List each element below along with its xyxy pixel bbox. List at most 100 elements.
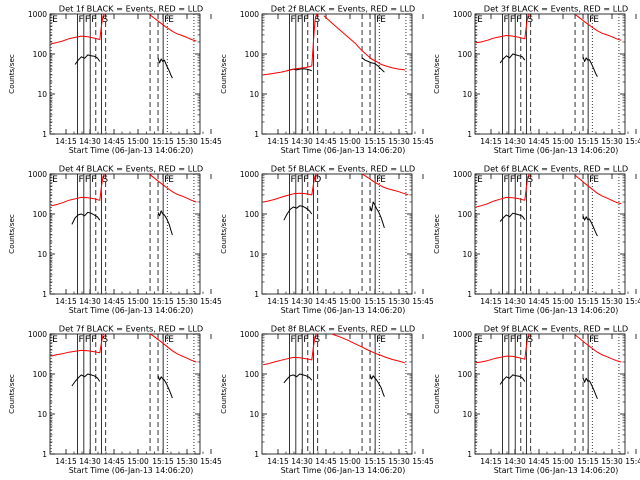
y-axis-label: Counts/sec <box>432 54 441 94</box>
marker-label: S <box>527 335 533 345</box>
panel-2: Det 2f BLACK = Events, RED = LLD 1 10 100 10… <box>219 4 434 156</box>
marker-label: E <box>380 335 386 345</box>
y-tick-label: 10 <box>37 90 47 99</box>
marker-label: S <box>527 15 533 25</box>
x-tick-label: 15:00 <box>552 457 574 466</box>
plot-area <box>261 173 413 295</box>
x-tick-label: 15:15 <box>577 297 599 306</box>
x-tick-label: 14:45 <box>528 457 550 466</box>
marker-label: F <box>91 15 96 25</box>
x-tick-label: 15:00 <box>127 457 149 466</box>
x-tick-label: 14:45 <box>103 137 125 146</box>
plot-area <box>474 13 626 135</box>
marker-label: F <box>516 15 521 25</box>
y-tick-label: 100 <box>458 210 473 219</box>
lld-series-line <box>574 334 622 363</box>
panel-4: Det 4f BLACK = Events, RED = LLD 1 10 100 10… <box>7 164 222 316</box>
marker-label: S <box>314 15 320 25</box>
y-tick-label: 10 <box>37 250 47 259</box>
marker-label: S <box>102 15 108 25</box>
marker-label: F <box>510 15 515 25</box>
events-series-line <box>369 201 385 229</box>
x-tick-label: 15:45 <box>412 137 434 146</box>
marker-label: S <box>314 335 320 345</box>
marker-label: E <box>52 175 58 185</box>
marker-label: E <box>52 335 58 345</box>
events-series-line <box>361 57 385 73</box>
marker-label: F <box>85 15 90 25</box>
marker-label: S <box>527 175 533 185</box>
x-tick-label: 15:00 <box>127 297 149 306</box>
x-axis-label: Start Time (06-Jan-13 14:06:20) <box>281 146 406 155</box>
y-tick-label: 100 <box>458 370 473 379</box>
x-tick-label: 14:15 <box>480 297 502 306</box>
x-tick-label: 15:45 <box>625 457 640 466</box>
y-tick-label: 10 <box>462 410 472 419</box>
marker-label: E <box>168 15 174 25</box>
panel-title: Det 8f BLACK = Events, RED = LLD <box>271 324 415 334</box>
events-series-line <box>71 373 101 387</box>
marker-label: F <box>516 335 521 345</box>
y-tick-label: 100 <box>33 370 48 379</box>
panel-title: Det 7f BLACK = Events, RED = LLD <box>59 324 203 334</box>
y-axis-label: Counts/sec <box>432 374 441 414</box>
lld-series-line <box>50 173 106 207</box>
y-tick-label: 1 <box>254 450 259 459</box>
x-tick-label: 15:30 <box>176 457 198 466</box>
marker-label: F <box>78 335 83 345</box>
x-axis-label: Start Time (06-Jan-13 14:06:20) <box>281 466 406 475</box>
x-tick-label: 15:30 <box>388 297 410 306</box>
y-tick-label: 10 <box>249 410 259 419</box>
panel-title: Det 3f BLACK = Events, RED = LLD <box>484 4 628 14</box>
marker-label: F <box>164 15 169 25</box>
x-tick-label: 14:15 <box>55 457 77 466</box>
marker-label: F <box>376 15 381 25</box>
y-tick-label: 1000 <box>28 330 47 339</box>
marker-label: E <box>52 15 58 25</box>
x-tick-label: 14:15 <box>267 137 289 146</box>
x-tick-label: 15:30 <box>388 137 410 146</box>
x-tick-label: 14:45 <box>315 457 337 466</box>
marker-label: F <box>78 175 83 185</box>
y-tick-label: 1000 <box>453 10 472 19</box>
plot-area <box>49 333 201 455</box>
x-tick-label: 14:45 <box>528 297 550 306</box>
marker-label: F <box>503 175 508 185</box>
events-series-line <box>582 56 598 77</box>
x-tick-label: 15:00 <box>127 137 149 146</box>
plot-area <box>261 333 413 455</box>
x-tick-label: 14:15 <box>480 137 502 146</box>
lld-series-line <box>323 15 406 71</box>
x-tick-label: 15:45 <box>200 137 222 146</box>
y-tick-label: 1 <box>42 290 47 299</box>
events-series-line <box>369 374 385 397</box>
panel-8: Det 8f BLACK = Events, RED = LLD 1 10 100 10… <box>219 324 434 476</box>
panel-6: Det 6f BLACK = Events, RED = LLD 1 10 100 10… <box>432 164 640 316</box>
x-tick-label: 14:30 <box>291 137 313 146</box>
y-axis-label: Counts/sec <box>219 54 228 94</box>
lld-series-line <box>263 173 317 203</box>
lld-series-line <box>149 333 197 363</box>
marker-label: F <box>297 15 302 25</box>
x-tick-label: 15:00 <box>339 137 361 146</box>
lld-series-line <box>574 14 622 41</box>
x-tick-label: 15:15 <box>364 297 386 306</box>
marker-label: E <box>593 175 599 185</box>
x-tick-label: 14:15 <box>480 457 502 466</box>
x-tick-label: 14:30 <box>291 297 313 306</box>
marker-label: F <box>303 15 308 25</box>
x-tick-label: 14:30 <box>504 457 526 466</box>
x-tick-label: 15:00 <box>339 297 361 306</box>
events-series-line <box>499 53 526 64</box>
marker-label: F <box>85 175 90 185</box>
x-tick-label: 14:15 <box>55 297 77 306</box>
x-tick-label: 14:45 <box>315 297 337 306</box>
y-tick-label: 100 <box>33 50 48 59</box>
marker-label: F <box>510 175 515 185</box>
events-series-line <box>157 375 173 399</box>
x-axis-label: Start Time (06-Jan-13 14:06:20) <box>281 306 406 315</box>
x-tick-label: 15:30 <box>388 457 410 466</box>
y-tick-label: 1000 <box>453 170 472 179</box>
